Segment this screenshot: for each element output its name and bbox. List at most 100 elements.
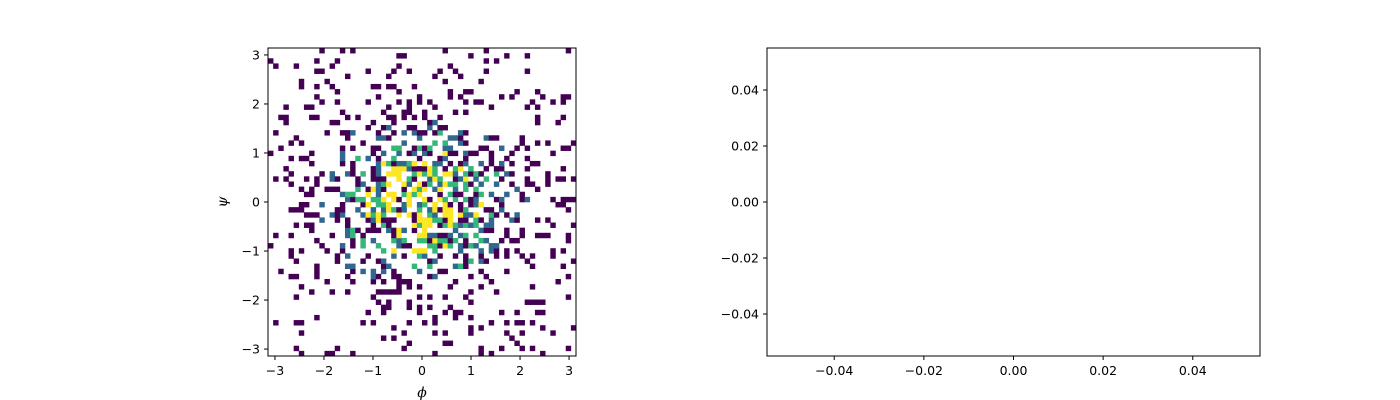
histogram-bin <box>432 248 438 254</box>
histogram-bin <box>478 248 484 254</box>
empty-axes-panel: −0.04 −0.02 0.00 0.02 0.04 −0.04 −0.02 0.00 0.0… <box>721 47 1261 378</box>
histogram-bin <box>401 279 407 285</box>
empty-axes-y-ticks: −0.04 −0.02 0.00 0.02 0.04 <box>721 83 767 322</box>
histogram-bin <box>519 140 525 146</box>
histogram-bin <box>442 340 448 347</box>
histogram-bin <box>380 222 387 228</box>
histogram-bin <box>493 253 500 259</box>
histogram-bin <box>427 181 433 187</box>
histogram-bin <box>540 94 546 100</box>
histogram-x-ticks: −3 −2 −1 0 1 2 3 <box>266 356 573 378</box>
histogram-bin <box>401 53 407 59</box>
histogram-bin <box>447 94 454 100</box>
histogram-bin <box>391 166 397 172</box>
histogram-bin <box>288 207 294 213</box>
x-tick-label: −1 <box>364 363 382 378</box>
histogram-bin <box>370 176 377 182</box>
histogram-bin <box>416 135 423 141</box>
histogram-bin <box>534 299 541 305</box>
histogram-bin <box>386 207 392 213</box>
histogram-bin <box>288 140 294 146</box>
histogram-bin <box>457 309 464 316</box>
histogram-bin <box>442 181 448 187</box>
histogram-bin <box>360 181 366 187</box>
histogram-bin <box>529 284 536 290</box>
histogram-bin <box>432 176 438 182</box>
histogram-bin <box>437 160 443 167</box>
histogram-bin <box>488 350 495 357</box>
histogram-bin <box>396 237 402 244</box>
histogram-bin <box>411 145 418 151</box>
histogram-bin <box>375 227 382 234</box>
histogram-bin <box>314 94 320 100</box>
histogram-bin <box>452 171 459 177</box>
histogram-bin <box>457 191 464 198</box>
histogram-bin <box>406 304 413 311</box>
histogram-bin <box>370 186 377 193</box>
histogram-bin <box>463 109 469 116</box>
histogram-bin <box>360 196 366 203</box>
histogram-bin <box>360 212 366 218</box>
histogram-bin <box>283 166 289 172</box>
histogram-bin <box>396 289 402 295</box>
histogram-bin <box>478 345 484 352</box>
histogram-bin <box>380 186 387 193</box>
histogram-bin <box>401 160 407 167</box>
histogram-bin <box>293 320 300 326</box>
histogram-bin <box>442 196 448 203</box>
x-tick-label: 1 <box>467 363 475 378</box>
histogram-bin <box>329 232 336 239</box>
histogram-bin <box>350 232 356 239</box>
histogram-bin <box>545 176 551 182</box>
histogram-bin <box>370 294 377 300</box>
histogram-bin <box>432 160 438 167</box>
histogram-bin <box>432 202 438 208</box>
histogram-bin <box>524 196 531 203</box>
histogram-bin <box>493 181 500 187</box>
histogram-bin <box>303 155 310 162</box>
histogram-bin <box>452 253 459 259</box>
x-tick-label: −0.02 <box>905 363 943 378</box>
histogram-bin <box>514 212 520 218</box>
histogram-bin <box>499 202 505 208</box>
histogram-bin <box>488 135 495 141</box>
histogram-bin <box>288 155 294 162</box>
histogram-bin <box>442 202 448 208</box>
histogram-bin <box>457 73 464 80</box>
histogram-bin <box>534 140 541 146</box>
histogram-bin <box>375 155 382 162</box>
histogram-bin <box>288 248 294 254</box>
histogram-bin <box>391 227 397 234</box>
histogram-bin <box>334 212 341 218</box>
histogram-bin <box>350 130 356 136</box>
histogram-bin <box>463 155 469 162</box>
histogram-bin <box>350 48 356 54</box>
histogram-bin <box>519 345 525 352</box>
histogram-bin <box>463 176 469 182</box>
histogram-bin <box>329 289 336 295</box>
histogram-bin <box>319 68 325 74</box>
histogram-bin <box>504 320 510 326</box>
histogram-bin <box>391 171 397 177</box>
histogram-bin <box>360 243 366 249</box>
histogram-bin <box>406 243 413 249</box>
histogram-bin <box>334 89 341 95</box>
histogram-bin <box>514 237 520 244</box>
histogram-bin <box>370 119 377 126</box>
histogram-bin <box>360 268 366 275</box>
histogram-bin <box>499 345 505 352</box>
histogram-bin <box>314 181 320 187</box>
histogram-bin <box>504 268 510 275</box>
y-tick-label: 3 <box>252 47 260 62</box>
histogram-bin <box>493 196 500 203</box>
histogram-bin <box>447 304 454 311</box>
histogram-bin <box>396 207 402 213</box>
histogram-bin <box>416 207 423 213</box>
histogram-bin <box>406 125 413 131</box>
histogram-bin <box>416 181 423 187</box>
histogram-bin <box>555 119 561 126</box>
histogram-bin <box>427 207 433 213</box>
histogram-bin <box>447 181 454 187</box>
histogram-bin <box>365 191 371 198</box>
histogram-bin <box>334 186 341 193</box>
